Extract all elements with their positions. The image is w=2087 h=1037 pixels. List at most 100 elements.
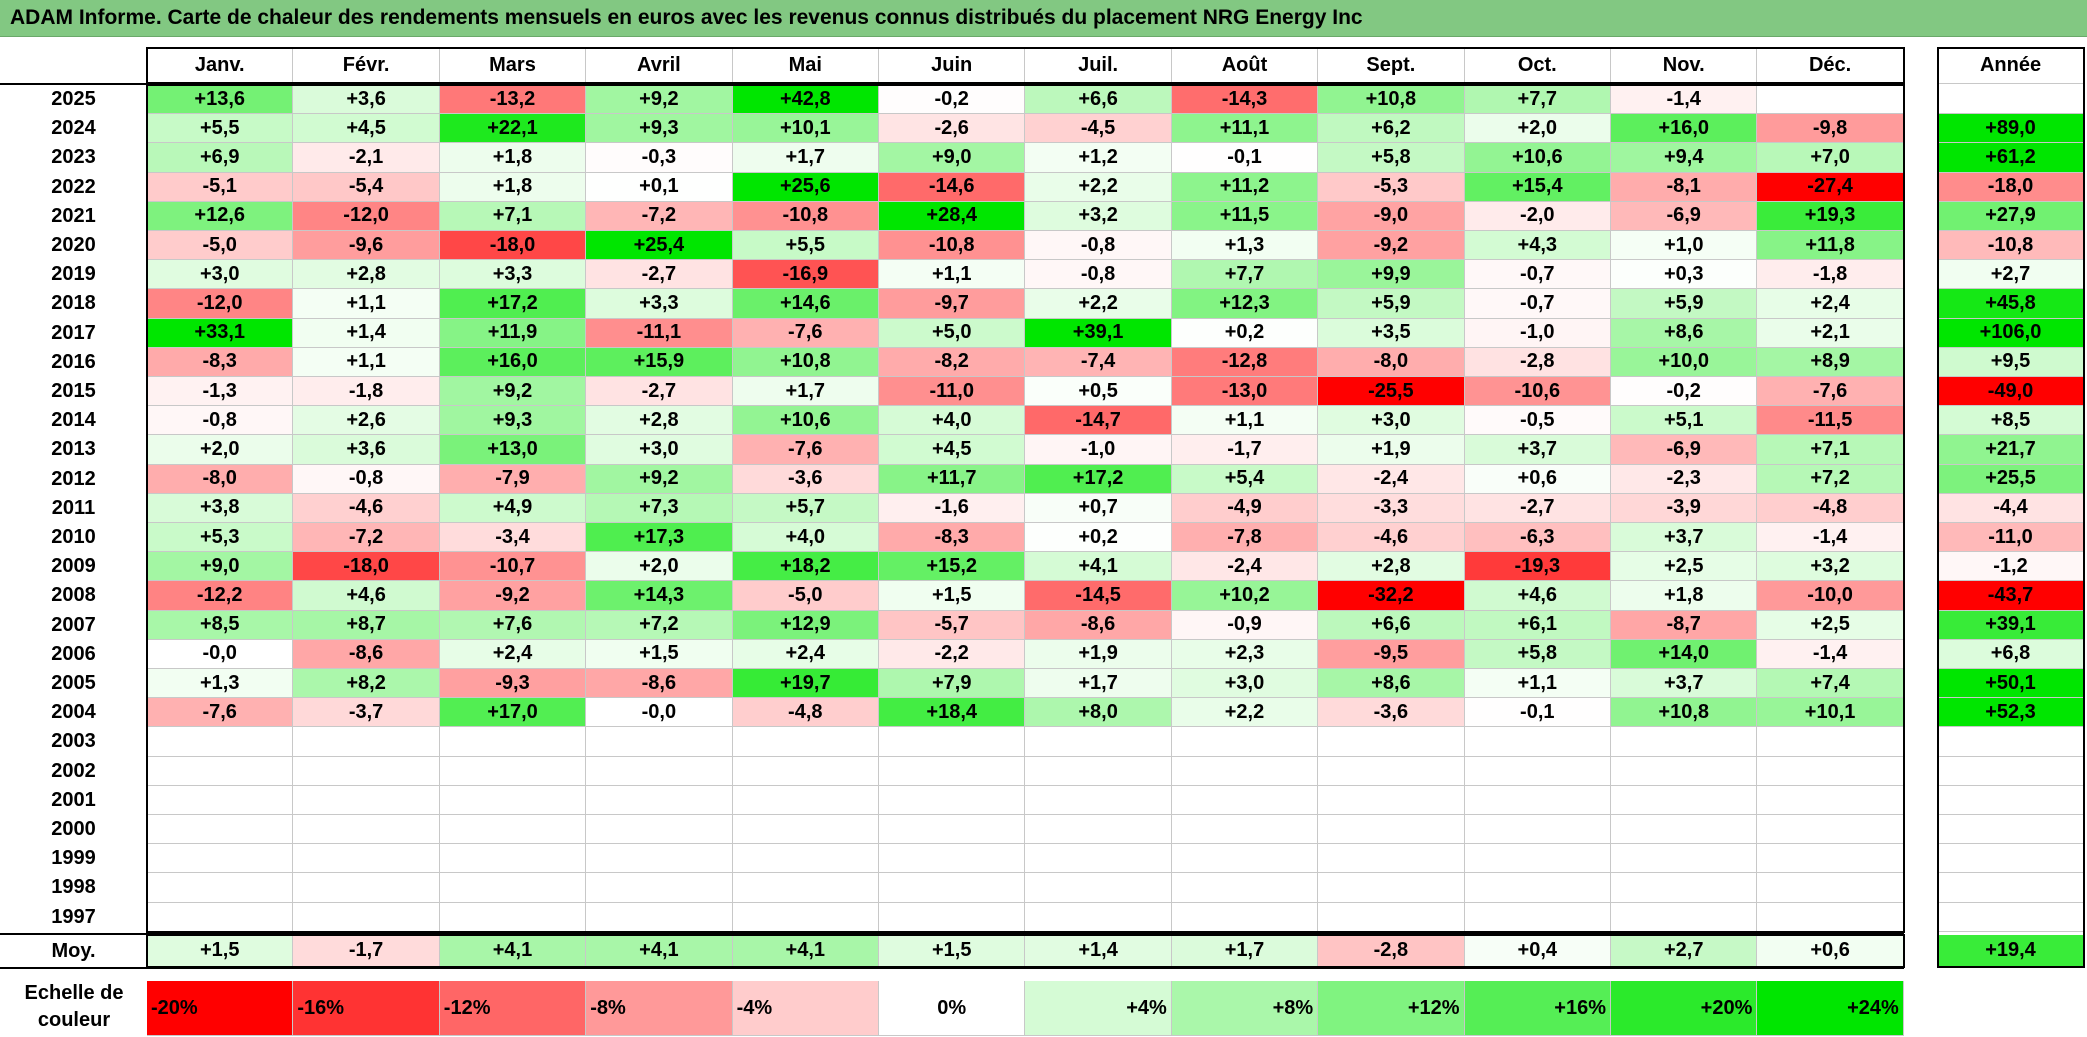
heatmap-cell	[1025, 873, 1172, 903]
heatmap-cell	[1464, 902, 1611, 932]
heatmap-cell: -12,0	[147, 289, 294, 319]
annual-cell: +45,8	[1938, 289, 2084, 319]
annual-cell: +2,7	[1938, 260, 2084, 290]
heatmap-cell	[1464, 727, 1611, 757]
heatmap-cell: +3,3	[439, 260, 587, 290]
heatmap-cell: +7,2	[1757, 464, 1904, 494]
annual-cell	[1938, 902, 2084, 932]
heatmap-cell	[439, 756, 587, 786]
heatmap-cell	[586, 785, 733, 815]
heatmap-cell: -4,5	[1025, 114, 1172, 144]
heatmap-cell: +1,3	[147, 669, 294, 699]
year-label: 1998	[0, 873, 147, 903]
heatmap-cell: -3,3	[1318, 493, 1465, 523]
heatmap-cell: -7,9	[439, 464, 587, 494]
heatmap-cell: -32,2	[1318, 581, 1465, 611]
heatmap-cell	[732, 785, 879, 815]
legend-swatch: +24%	[1757, 981, 1904, 1036]
heatmap-cell: -0,0	[586, 698, 733, 728]
heatmap-cell	[1757, 873, 1904, 903]
heatmap-cell	[293, 727, 440, 757]
heatmap-cell	[1611, 785, 1758, 815]
heatmap-cell	[586, 844, 733, 874]
heatmap-cell: +6,6	[1318, 610, 1465, 640]
year-label: 2019	[0, 260, 147, 290]
heatmap-cell: +1,1	[293, 347, 440, 377]
year-label: 2005	[0, 669, 147, 699]
annual-cell: +9,5	[1938, 347, 2084, 377]
heatmap-cell: +0,3	[1611, 260, 1758, 290]
heatmap-cell: -7,6	[147, 698, 294, 728]
heatmap-cell	[147, 756, 294, 786]
heatmap-cell: -2,7	[586, 377, 733, 407]
annual-cell: +106,0	[1938, 318, 2084, 348]
annual-cell: +25,5	[1938, 464, 2084, 494]
heatmap-cell: -10,8	[732, 201, 879, 231]
heatmap-cell: +11,5	[1171, 201, 1319, 231]
average-cell: +4,1	[586, 935, 733, 967]
heatmap-cell: +6,9	[147, 143, 294, 173]
heatmap-cell	[439, 844, 587, 874]
annual-cell: -18,0	[1938, 172, 2084, 202]
heatmap-cell	[1464, 785, 1611, 815]
heatmap-cell: -6,9	[1611, 201, 1758, 231]
heatmap-cell	[1318, 844, 1465, 874]
month-header: Oct.	[1464, 48, 1611, 84]
heatmap-cell	[1757, 902, 1904, 932]
heatmap-cell: -8,2	[879, 347, 1026, 377]
heatmap-cell: -1,7	[1171, 435, 1319, 465]
heatmap-cell: -1,3	[147, 377, 294, 407]
title-bar: ADAM Informe. Carte de chaleur des rende…	[0, 0, 2087, 37]
heatmap-cell: -3,6	[732, 464, 879, 494]
year-label: 2015	[0, 377, 147, 407]
heatmap-cell	[293, 756, 440, 786]
heatmap-cell: -2,6	[879, 114, 1026, 144]
heatmap-cell: +8,0	[1025, 698, 1172, 728]
heatmap-cell: +6,2	[1318, 114, 1465, 144]
average-cell: +1,7	[1171, 935, 1319, 967]
month-header: Mars	[439, 48, 587, 84]
heatmap-cell: +15,2	[879, 552, 1026, 582]
heatmap-cell: -1,0	[1464, 318, 1611, 348]
heatmap-cell: -1,6	[879, 493, 1026, 523]
month-header: Mai	[732, 48, 879, 84]
heatmap-cell: +7,7	[1464, 85, 1611, 115]
heatmap-cell: +10,1	[1757, 698, 1904, 728]
heatmap-cell	[879, 727, 1026, 757]
heatmap-cell: -3,6	[1318, 698, 1465, 728]
heatmap-cell	[1757, 727, 1904, 757]
heatmap-cell: -19,3	[1464, 552, 1611, 582]
heatmap-cell: +0,7	[1025, 493, 1172, 523]
heatmap-cell: +2,2	[1025, 289, 1172, 319]
heatmap-cell: +0,2	[1171, 318, 1319, 348]
annual-cell	[1938, 756, 2084, 786]
heatmap-cell: -18,0	[439, 231, 587, 261]
heatmap-cell: +4,0	[879, 406, 1026, 436]
heatmap-cell: -9,5	[1318, 639, 1465, 669]
heatmap-cell: +5,0	[879, 318, 1026, 348]
year-label: 2008	[0, 581, 147, 611]
heatmap-cell	[1171, 727, 1319, 757]
heatmap-cell: +2,0	[586, 552, 733, 582]
annual-cell: -1,2	[1938, 552, 2084, 582]
heatmap-cell: -9,0	[1318, 201, 1465, 231]
heatmap-cell: -25,5	[1318, 377, 1465, 407]
annual-cell: +21,7	[1938, 435, 2084, 465]
heatmap-cell: +10,0	[1611, 347, 1758, 377]
heatmap-cell: -0,5	[1464, 406, 1611, 436]
heatmap-cell: +6,6	[1025, 85, 1172, 115]
heatmap-cell: -9,8	[1757, 114, 1904, 144]
heatmap-cell: +3,6	[293, 85, 440, 115]
heatmap-cell: +4,6	[293, 581, 440, 611]
heatmap-cell	[1464, 756, 1611, 786]
annual-cell: -43,7	[1938, 581, 2084, 611]
heatmap-cell: -1,8	[293, 377, 440, 407]
heatmap-cell: +9,3	[586, 114, 733, 144]
heatmap-cell: +3,2	[1025, 201, 1172, 231]
heatmap-cell	[1025, 756, 1172, 786]
heatmap-cell	[147, 902, 294, 932]
heatmap-cell: -16,9	[732, 260, 879, 290]
heatmap-cell: -7,6	[732, 435, 879, 465]
year-label: 2023	[0, 143, 147, 173]
average-cell: +4,1	[439, 935, 587, 967]
